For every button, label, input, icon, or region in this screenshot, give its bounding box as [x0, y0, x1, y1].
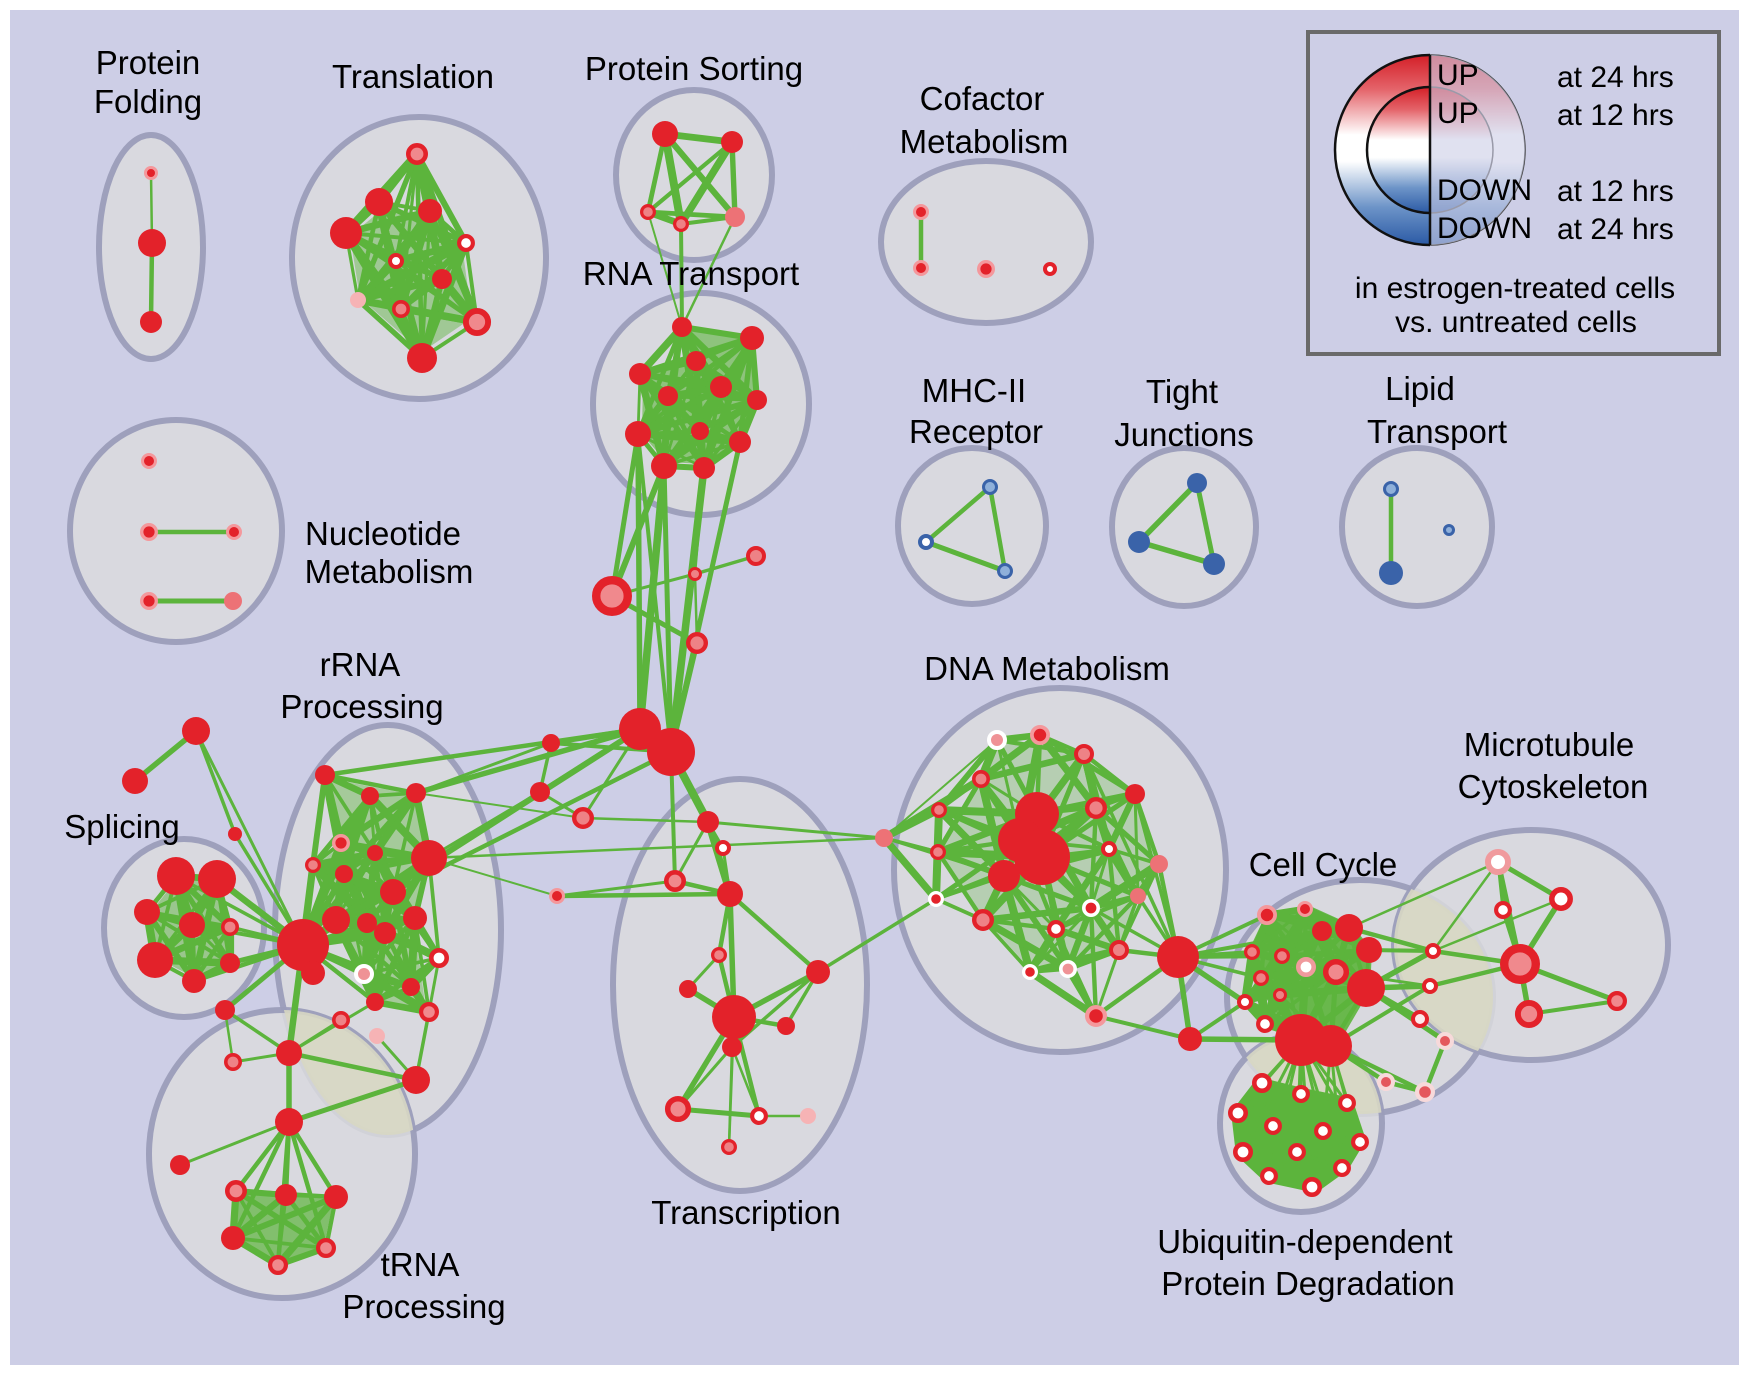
svg-text:UP: UP [1437, 59, 1479, 92]
svg-text:UP: UP [1437, 97, 1479, 130]
svg-text:MHC-II: MHC-II [922, 372, 1026, 409]
svg-text:rRNA: rRNA [320, 646, 401, 683]
svg-text:Metabolism: Metabolism [305, 553, 474, 590]
svg-text:RNA Transport: RNA Transport [583, 255, 799, 292]
svg-text:Transcription: Transcription [651, 1194, 841, 1231]
svg-text:in estrogen-treated cells: in estrogen-treated cells [1355, 272, 1675, 305]
svg-text:Cofactor: Cofactor [920, 80, 1045, 117]
svg-text:Microtubule: Microtubule [1464, 726, 1635, 763]
svg-text:Ubiquitin-dependent: Ubiquitin-dependent [1157, 1223, 1452, 1260]
svg-text:Processing: Processing [280, 688, 443, 725]
svg-text:Nucleotide: Nucleotide [305, 515, 461, 552]
svg-text:Cytoskeleton: Cytoskeleton [1458, 768, 1649, 805]
svg-text:DOWN: DOWN [1437, 174, 1532, 207]
svg-text:Transport: Transport [1367, 413, 1507, 450]
svg-text:Protein Degradation: Protein Degradation [1161, 1265, 1455, 1302]
svg-text:Metabolism: Metabolism [900, 123, 1069, 160]
svg-text:Tight: Tight [1146, 373, 1218, 410]
svg-text:at 24 hrs: at 24 hrs [1557, 213, 1674, 246]
svg-text:Translation: Translation [332, 58, 494, 95]
svg-text:Folding: Folding [94, 83, 202, 120]
svg-text:Protein Sorting: Protein Sorting [585, 50, 803, 87]
svg-text:tRNA: tRNA [381, 1246, 460, 1283]
svg-text:Protein: Protein [96, 44, 201, 81]
svg-text:Splicing: Splicing [64, 808, 180, 845]
svg-text:Processing: Processing [342, 1288, 505, 1325]
svg-text:at 12 hrs: at 12 hrs [1557, 99, 1674, 132]
svg-text:Lipid: Lipid [1385, 370, 1455, 407]
svg-text:Receptor: Receptor [909, 413, 1043, 450]
svg-text:Cell Cycle: Cell Cycle [1249, 846, 1398, 883]
svg-text:DNA Metabolism: DNA Metabolism [924, 650, 1170, 687]
svg-text:DOWN: DOWN [1437, 212, 1532, 245]
svg-text:vs. untreated cells: vs. untreated cells [1395, 306, 1637, 339]
svg-text:at 12 hrs: at 12 hrs [1557, 175, 1674, 208]
svg-text:Junctions: Junctions [1114, 416, 1253, 453]
svg-text:at 24 hrs: at 24 hrs [1557, 61, 1674, 94]
